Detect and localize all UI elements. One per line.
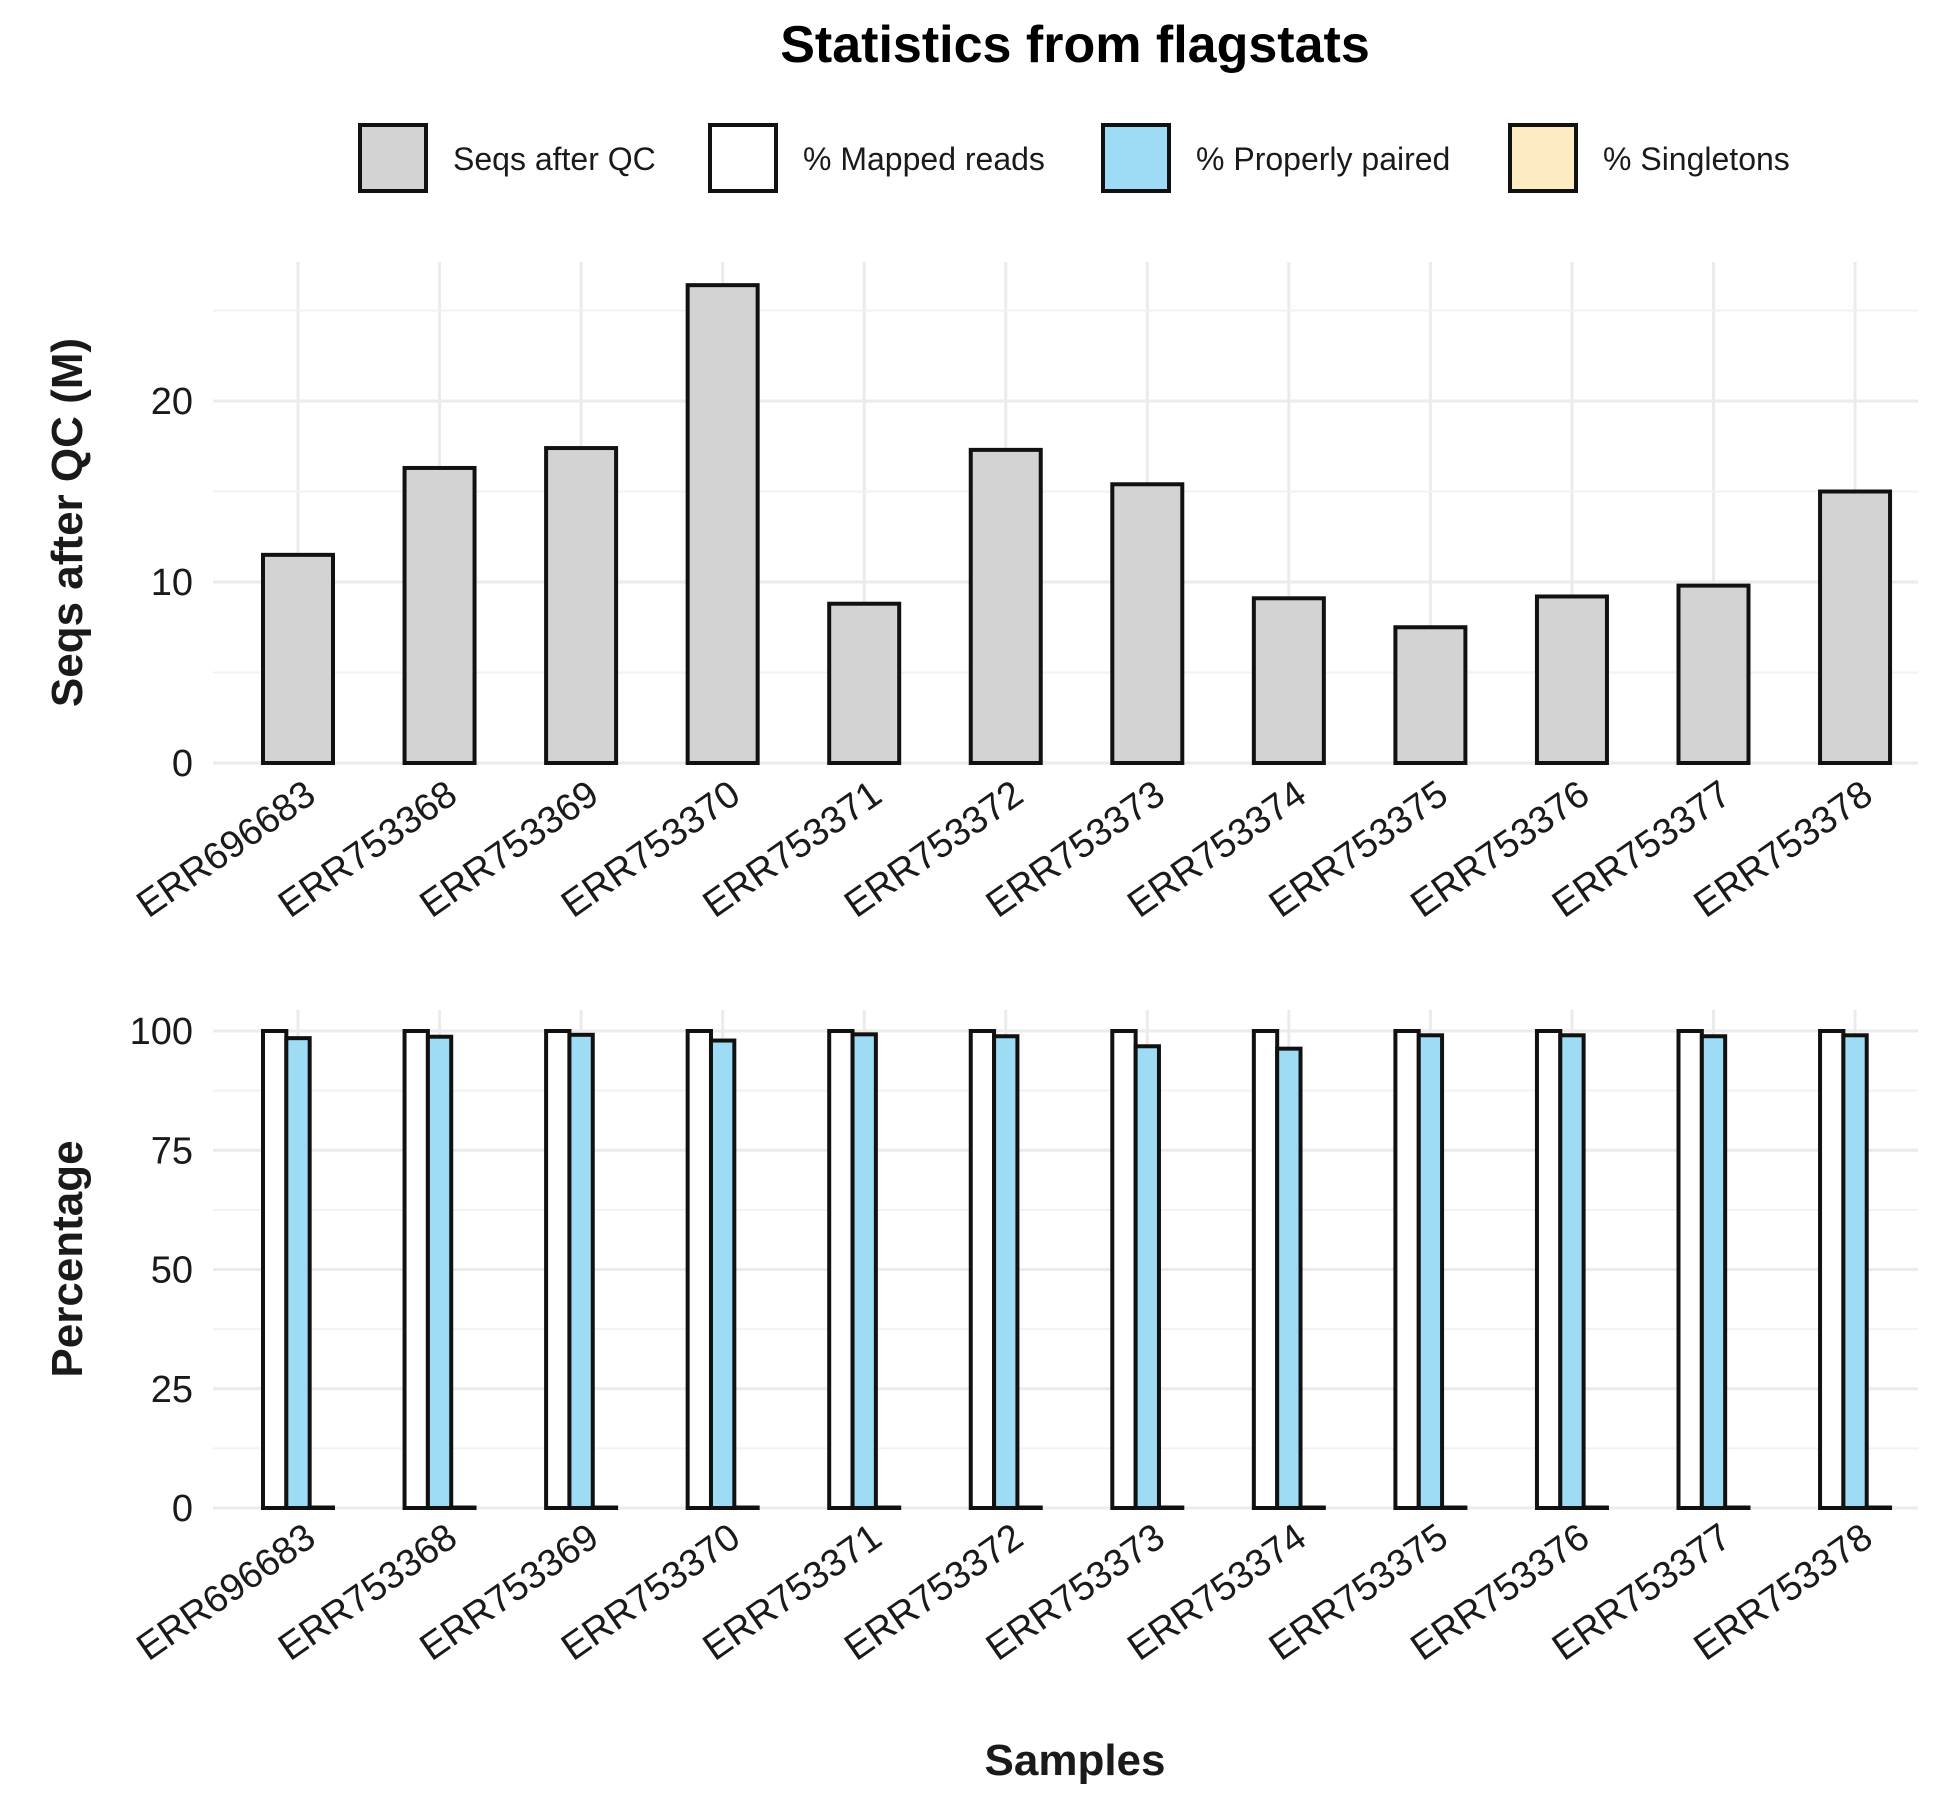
y-tick-label: 0 bbox=[172, 743, 193, 785]
bar-pct-singletons-err753375 bbox=[1440, 1505, 1468, 1510]
bar-pct-singletons-err753369 bbox=[590, 1505, 619, 1510]
y-tick-label: 10 bbox=[151, 562, 193, 604]
bar-seqs-after-qc-err753370 bbox=[685, 283, 760, 765]
bar-pct-mapped-reads-err753370 bbox=[685, 1029, 713, 1510]
bar-pct-singletons-err753372 bbox=[1015, 1505, 1043, 1510]
bar-pct-mapped-reads-err753374 bbox=[1251, 1029, 1280, 1510]
y-tick-label: 0 bbox=[172, 1488, 193, 1530]
y-axis-title-1: Percentage bbox=[43, 1140, 92, 1377]
y-tick-label: 100 bbox=[130, 1011, 193, 1053]
bar-pct-mapped-reads-err753369 bbox=[544, 1029, 572, 1510]
y-tick-label: 25 bbox=[151, 1369, 193, 1411]
bar-pct-mapped-reads-err753371 bbox=[827, 1029, 855, 1510]
chart-title: Statistics from flagstats bbox=[780, 16, 1370, 74]
bar-pct-singletons-err753371 bbox=[873, 1505, 902, 1510]
bar-seqs-after-qc-err753374 bbox=[1251, 596, 1326, 765]
bar-pct-properly-paired-err753377 bbox=[1699, 1034, 1728, 1510]
legend-key-pct-mapped-reads bbox=[708, 123, 778, 193]
legend-key-seqs-after-qc bbox=[358, 123, 428, 193]
bar-pct-mapped-reads-err753373 bbox=[1110, 1029, 1138, 1510]
x-axis-title: Samples bbox=[985, 1736, 1166, 1785]
bar-pct-mapped-reads-err753372 bbox=[968, 1029, 997, 1510]
bar-pct-properly-paired-err753369 bbox=[567, 1032, 595, 1511]
bar-pct-singletons-err753368 bbox=[449, 1505, 477, 1510]
bar-pct-singletons-err753376 bbox=[1581, 1505, 1609, 1510]
legend-key-pct-singletons bbox=[1508, 123, 1578, 193]
y-tick-label: 75 bbox=[151, 1130, 193, 1172]
bar-pct-properly-paired-err753372 bbox=[992, 1034, 1020, 1510]
bar-pct-singletons-err753378 bbox=[1864, 1505, 1893, 1510]
bar-pct-properly-paired-err696683 bbox=[284, 1036, 312, 1511]
bar-pct-mapped-reads-err753368 bbox=[402, 1029, 430, 1510]
bar-pct-properly-paired-err753375 bbox=[1416, 1033, 1445, 1510]
bar-pct-properly-paired-err753374 bbox=[1275, 1046, 1303, 1511]
bar-pct-singletons-err753377 bbox=[1723, 1505, 1751, 1510]
y-axis-title-0: Seqs after QC (M) bbox=[43, 338, 92, 707]
bar-seqs-after-qc-err753378 bbox=[1818, 489, 1893, 765]
bar-pct-mapped-reads-err753377 bbox=[1676, 1029, 1704, 1510]
legend-label-pct-singletons: % Singletons bbox=[1603, 141, 1790, 177]
bar-pct-singletons-err753370 bbox=[732, 1505, 760, 1510]
y-tick-label: 20 bbox=[151, 381, 193, 423]
bar-pct-properly-paired-err753371 bbox=[850, 1032, 878, 1510]
bar-seqs-after-qc-err753368 bbox=[402, 465, 477, 765]
legend: Seqs after QC % Mapped reads % Properly pa… bbox=[358, 123, 1790, 193]
legend-label-seqs-after-qc: Seqs after QC bbox=[453, 141, 656, 177]
bar-pct-properly-paired-err753378 bbox=[1841, 1033, 1869, 1510]
bar-seqs-after-qc-err696683 bbox=[261, 552, 335, 765]
bar-seqs-after-qc-err753376 bbox=[1534, 594, 1609, 765]
bar-pct-mapped-reads-err753376 bbox=[1534, 1029, 1563, 1510]
bar-seqs-after-qc-err753372 bbox=[968, 447, 1043, 765]
y-tick-label: 50 bbox=[151, 1250, 193, 1292]
bar-seqs-after-qc-err753371 bbox=[827, 601, 902, 765]
bar-pct-mapped-reads-err753378 bbox=[1818, 1029, 1846, 1510]
bar-pct-properly-paired-err753376 bbox=[1558, 1033, 1586, 1510]
bar-pct-properly-paired-err753370 bbox=[708, 1038, 737, 1511]
legend-label-pct-mapped-reads: % Mapped reads bbox=[803, 141, 1045, 177]
bar-pct-properly-paired-err753373 bbox=[1133, 1044, 1161, 1511]
bar-seqs-after-qc-err753375 bbox=[1393, 625, 1468, 765]
bar-seqs-after-qc-err753369 bbox=[544, 446, 619, 765]
bar-seqs-after-qc-err753373 bbox=[1110, 482, 1185, 765]
bar-pct-properly-paired-err753368 bbox=[425, 1034, 454, 1510]
bar-pct-mapped-reads-err753375 bbox=[1393, 1029, 1421, 1510]
bottom-panel: 0255075100PercentageERR696683ERR753368ER… bbox=[43, 1010, 1918, 1669]
bar-pct-singletons-err696683 bbox=[307, 1505, 335, 1510]
legend-label-pct-properly-paired: % Properly paired bbox=[1196, 141, 1450, 177]
bar-pct-singletons-err753374 bbox=[1298, 1505, 1326, 1510]
legend-key-pct-properly-paired bbox=[1101, 123, 1171, 193]
bar-pct-mapped-reads-err696683 bbox=[261, 1029, 289, 1510]
bar-pct-singletons-err753373 bbox=[1156, 1505, 1185, 1510]
bar-seqs-after-qc-err753377 bbox=[1676, 583, 1751, 765]
